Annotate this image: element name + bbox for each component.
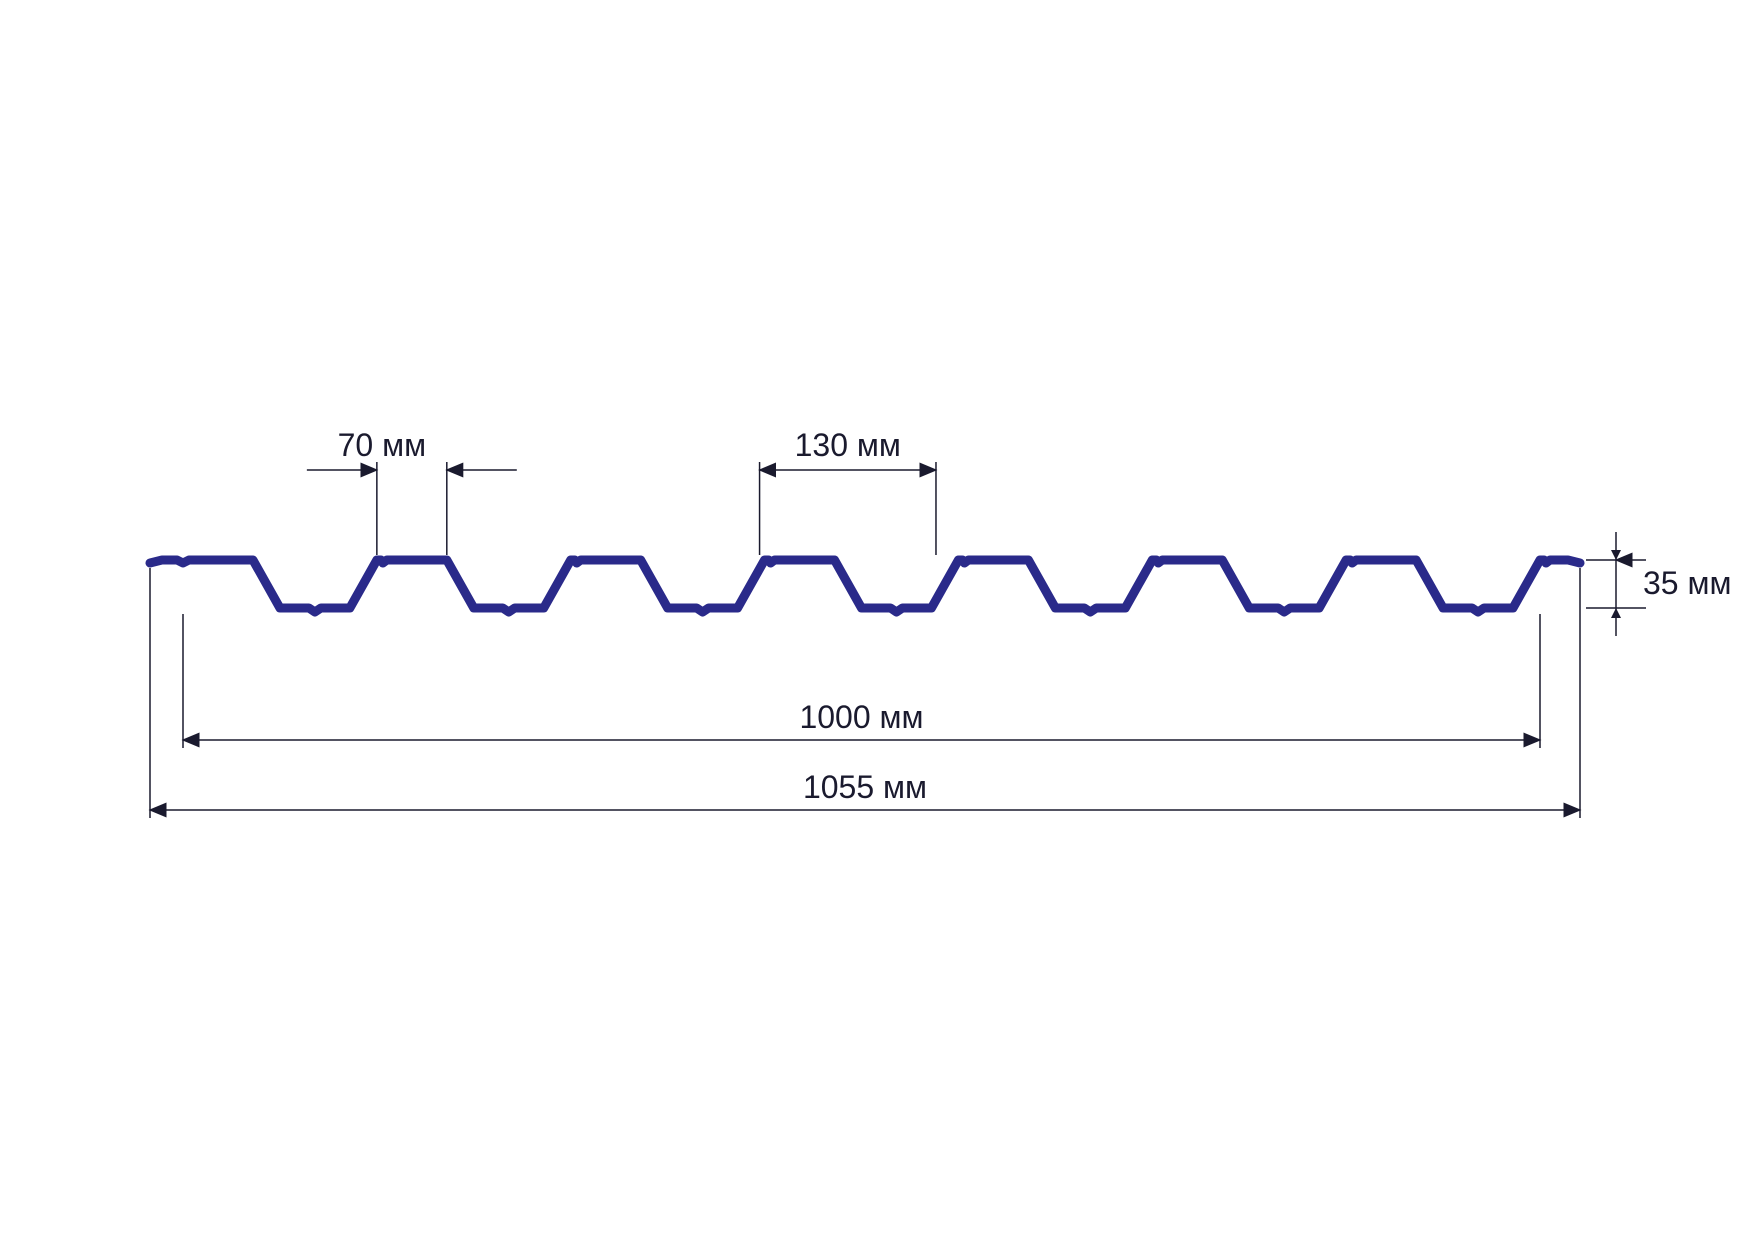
dim-70-label: 70 мм [338, 427, 426, 463]
profile-diagram: 70 мм 130 мм 35 мм 1000 мм 1055 мм [0, 0, 1755, 1240]
dim-130-label: 130 мм [795, 427, 901, 463]
dim-35-label: 35 мм [1643, 565, 1731, 601]
dimension-annotations: 70 мм 130 мм 35 мм 1000 мм 1055 мм [150, 427, 1731, 818]
dim-1000-label: 1000 мм [799, 699, 923, 735]
dim-1055-label: 1055 мм [803, 769, 927, 805]
profile-shape [150, 560, 1580, 612]
diagram-container: 70 мм 130 мм 35 мм 1000 мм 1055 мм [0, 0, 1755, 1240]
